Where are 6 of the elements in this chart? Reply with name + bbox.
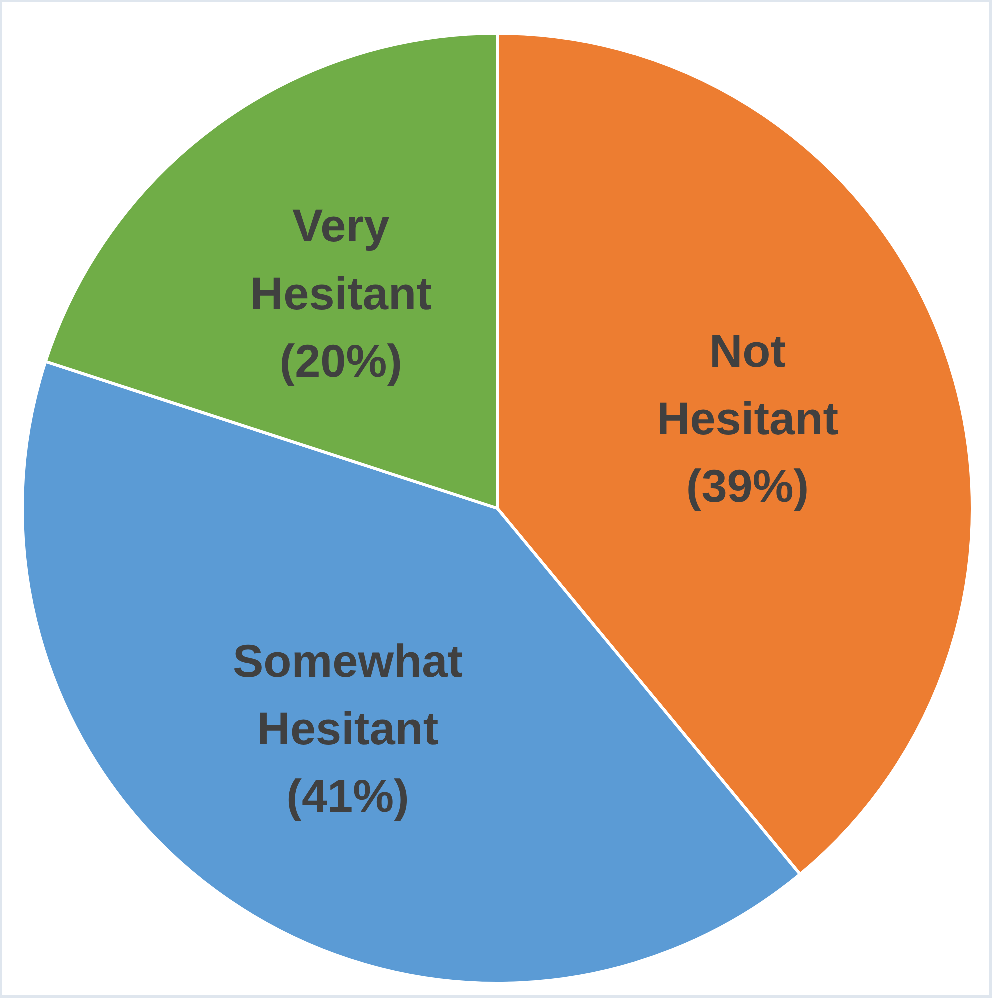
data-label: (20%): [280, 334, 403, 387]
slice-label: Very Hesitant: [250, 200, 432, 320]
data-label: (39%): [686, 460, 810, 512]
slice-label: Not Hesitant: [657, 324, 839, 444]
data-label: (41%): [286, 770, 410, 822]
slice-label: Somewhat Hesitant: [232, 634, 464, 755]
